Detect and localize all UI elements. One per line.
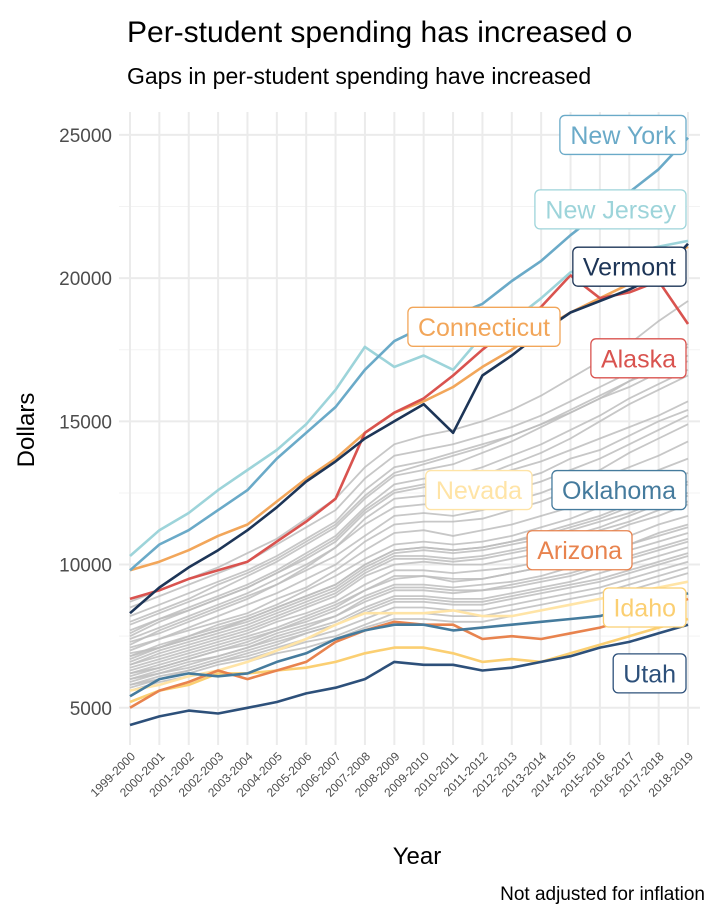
series-label-text: Utah	[623, 660, 676, 688]
background-series-line	[129, 354, 689, 617]
series-label: Arizona	[526, 530, 633, 571]
background-series-line	[129, 409, 689, 643]
background-series-line	[129, 400, 689, 632]
x-axis-ticks: 1999-20002000-20012001-20022002-20032003…	[88, 749, 697, 800]
y-axis-ticks: 5000 10000 15000 20000 25000	[59, 126, 112, 720]
background-series-line	[129, 492, 689, 660]
series-label-text: Connecticut	[418, 314, 550, 342]
series-label-text: New Jersey	[545, 196, 676, 224]
series-line	[129, 623, 689, 727]
background-series-line	[129, 343, 689, 609]
series-label: Oklahoma	[551, 469, 687, 511]
series-label-box	[612, 653, 687, 694]
y-tick-label: 10000	[59, 556, 112, 577]
background-series-line	[129, 360, 689, 623]
series-label-text: Arizona	[537, 537, 622, 565]
series-label-box	[602, 587, 687, 628]
series-line	[129, 242, 689, 615]
series-label: Utah	[612, 653, 687, 694]
series-label-box	[534, 189, 687, 230]
series-label: Nevada	[425, 469, 533, 511]
series-label-box	[590, 338, 687, 379]
series-line	[129, 245, 689, 572]
y-tick-label: 5000	[70, 699, 112, 720]
series-line	[129, 274, 690, 601]
y-tick-label: 25000	[59, 126, 112, 147]
chart-caption: Not adjusted for inflation	[500, 884, 705, 905]
series-line	[129, 580, 689, 692]
series-line	[129, 597, 689, 709]
series-label-box	[572, 246, 687, 287]
series-label-box	[551, 469, 687, 511]
series-label: Idaho	[602, 587, 687, 628]
x-axis-title: Year	[393, 843, 442, 870]
background-series-line	[129, 368, 689, 635]
series-label: New York	[559, 114, 687, 156]
series-label: Connecticut	[407, 306, 561, 347]
series-label-box	[407, 306, 561, 347]
series-labels: New York New Jersey Vermont Connecticut Alas…	[407, 114, 687, 694]
series-label-box	[526, 530, 633, 571]
background-series-line	[129, 555, 689, 683]
series-label-text: New York	[570, 122, 676, 150]
series-label-text: Idaho	[613, 595, 676, 623]
highlighted-series	[129, 136, 690, 727]
y-tick-label: 15000	[59, 412, 112, 433]
background-series-line	[129, 552, 689, 686]
series-label: Alaska	[590, 338, 687, 379]
chart-subtitle: Gaps in per-student spending have increa…	[127, 63, 591, 89]
series-line	[129, 617, 689, 704]
background-series-line	[129, 414, 689, 640]
series-label: Vermont	[572, 246, 687, 287]
series-label-text: Nevada	[436, 477, 522, 505]
chart-title: Per-student spending has increased o	[127, 16, 632, 49]
background-series-line	[129, 483, 689, 658]
series-label-box	[559, 114, 687, 156]
background-series-line	[129, 494, 689, 663]
series-label-text: Oklahoma	[562, 477, 676, 505]
series-line	[129, 591, 689, 698]
y-tick-label: 20000	[59, 269, 112, 290]
series-label-box	[425, 469, 533, 511]
series-label-text: Vermont	[583, 254, 676, 282]
series-label-text: Alaska	[601, 345, 676, 373]
y-axis-title: Dollars	[13, 393, 40, 468]
series-label: New Jersey	[534, 189, 687, 230]
